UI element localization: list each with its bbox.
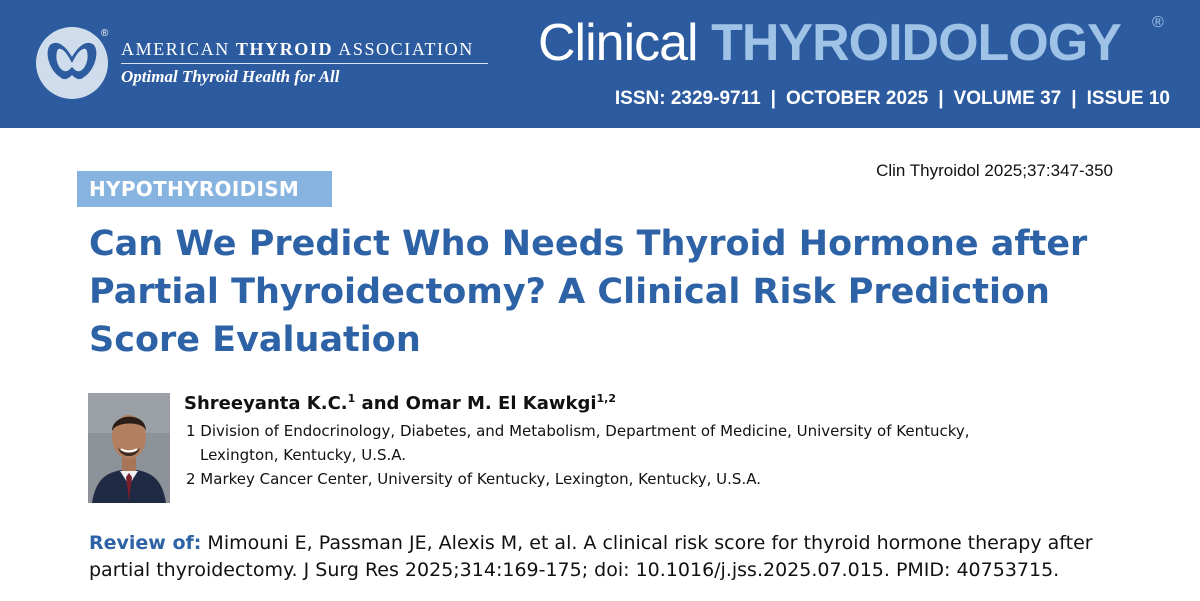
title-line: Can We Predict Who Needs Thyroid Hormone… bbox=[89, 224, 1088, 264]
org-name-bold: THYROID bbox=[235, 39, 334, 59]
issue-info: ISSN: 2329-9711 | OCTOBER 2025 | VOLUME 37 | I… bbox=[615, 88, 1170, 110]
author-affiliation-ref: 1 bbox=[347, 392, 356, 405]
journal-title-part2: THYROIDOLOGY bbox=[711, 14, 1122, 72]
review-reference: Review of: Mimouni E, Passman JE, Alexis… bbox=[89, 530, 1139, 584]
issue-date: OCTOBER 2025 bbox=[786, 88, 929, 109]
thyroid-logo-icon bbox=[36, 27, 108, 99]
author-join: and bbox=[355, 393, 406, 414]
journal-banner: ® AMERICAN THYROID ASSOCIATION Optimal T… bbox=[0, 0, 1200, 128]
issn: ISSN: 2329-9711 bbox=[614, 88, 761, 109]
org-name-prefix: AMERICAN bbox=[121, 39, 236, 59]
review-line: partial thyroidectomy. J Surg Res 2025;3… bbox=[89, 559, 1060, 581]
issue-number: ISSUE 10 bbox=[1086, 88, 1170, 109]
affiliation-1-continued: Lexington, Kentucky, U.S.A. bbox=[200, 446, 407, 464]
journal-title-part1: Clinical bbox=[538, 14, 712, 72]
issue-separator: | bbox=[938, 88, 944, 109]
category-badge: HYPOTHYROIDISM bbox=[77, 171, 332, 207]
author-affiliation-ref: 1,2 bbox=[596, 392, 617, 405]
organization-tagline: Optimal Thyroid Health for All bbox=[121, 67, 340, 86]
review-label: Review of: bbox=[89, 532, 202, 554]
organization-name: AMERICAN THYROID ASSOCIATION bbox=[121, 39, 474, 60]
issue-separator: | bbox=[770, 88, 776, 109]
author-list: Shreeyanta K.C.1 and Omar M. El Kawkgi1,… bbox=[184, 392, 616, 414]
affiliation-2: 2 Markey Cancer Center, University of Ke… bbox=[186, 470, 761, 488]
journal-registered-mark: ® bbox=[1152, 14, 1164, 31]
journal-title: Clinical THYROIDOLOGY bbox=[538, 8, 1122, 78]
review-text: Mimouni E, Passman JE, Alexis M, et al. … bbox=[201, 532, 1093, 554]
title-line: Score Evaluation bbox=[89, 320, 421, 360]
author-name: Omar M. El Kawkgi bbox=[405, 393, 597, 414]
affiliation-1: 1 Division of Endocrinology, Diabetes, a… bbox=[186, 422, 970, 440]
review-line: Review of: Mimouni E, Passman JE, Alexis… bbox=[89, 530, 1139, 557]
org-name-suffix: ASSOCIATION bbox=[333, 39, 474, 59]
volume: VOLUME 37 bbox=[953, 88, 1062, 109]
article-title: Can We Predict Who Needs Thyroid Hormone… bbox=[89, 220, 1149, 364]
article-citation: Clin Thyroidol 2025;37:347-350 bbox=[876, 161, 1113, 180]
author-photo bbox=[88, 393, 170, 503]
org-divider bbox=[121, 63, 488, 64]
author-name: Shreeyanta K.C. bbox=[184, 393, 348, 414]
title-line: Partial Thyroidectomy? A Clinical Risk P… bbox=[89, 272, 1050, 312]
logo-registered-mark: ® bbox=[101, 28, 109, 39]
issue-separator: | bbox=[1071, 88, 1077, 109]
